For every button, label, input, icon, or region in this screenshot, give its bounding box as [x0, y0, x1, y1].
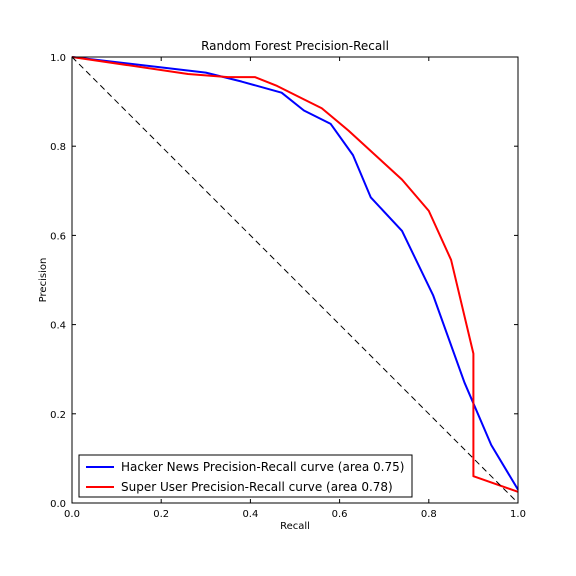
- chart-title: Random Forest Precision-Recall: [201, 39, 389, 53]
- plot-area: 0.0 0.2 0.4 0.6 0.8 1.0 0.0 0.2 0.4 0.6 0.8 1.0: [50, 53, 526, 520]
- y-tick-label: 0.6: [50, 231, 66, 242]
- x-tick-label: 0.2: [153, 509, 169, 520]
- x-axis-label: Recall: [280, 521, 310, 532]
- y-tick-label: 0.0: [50, 499, 66, 510]
- x-tick-label: 0.8: [421, 509, 437, 520]
- series-line-0: [71, 56, 519, 491]
- plot-frame: [71, 56, 519, 504]
- x-tick-label: 0.0: [64, 509, 80, 520]
- legend-label-0: Hacker News Precision-Recall curve (area…: [121, 460, 404, 474]
- series-line-1: [71, 56, 519, 493]
- x-tick-label: 0.6: [332, 509, 348, 520]
- x-tick-label: 1.0: [510, 509, 526, 520]
- baseline-dashed-line: [71, 56, 519, 504]
- x-tick-label: 0.4: [242, 509, 258, 520]
- y-tick-label: 0.4: [50, 321, 66, 332]
- y-tick-label: 1.0: [50, 53, 66, 64]
- legend-box: [78, 454, 413, 498]
- y-tick-label: 0.8: [50, 142, 66, 153]
- legend: Hacker News Precision-Recall curve (area…: [78, 454, 413, 498]
- y-tick-label: 0.2: [50, 410, 66, 421]
- legend-label-1: Super User Precision-Recall curve (area …: [121, 480, 393, 494]
- y-axis-label: Precision: [38, 258, 49, 303]
